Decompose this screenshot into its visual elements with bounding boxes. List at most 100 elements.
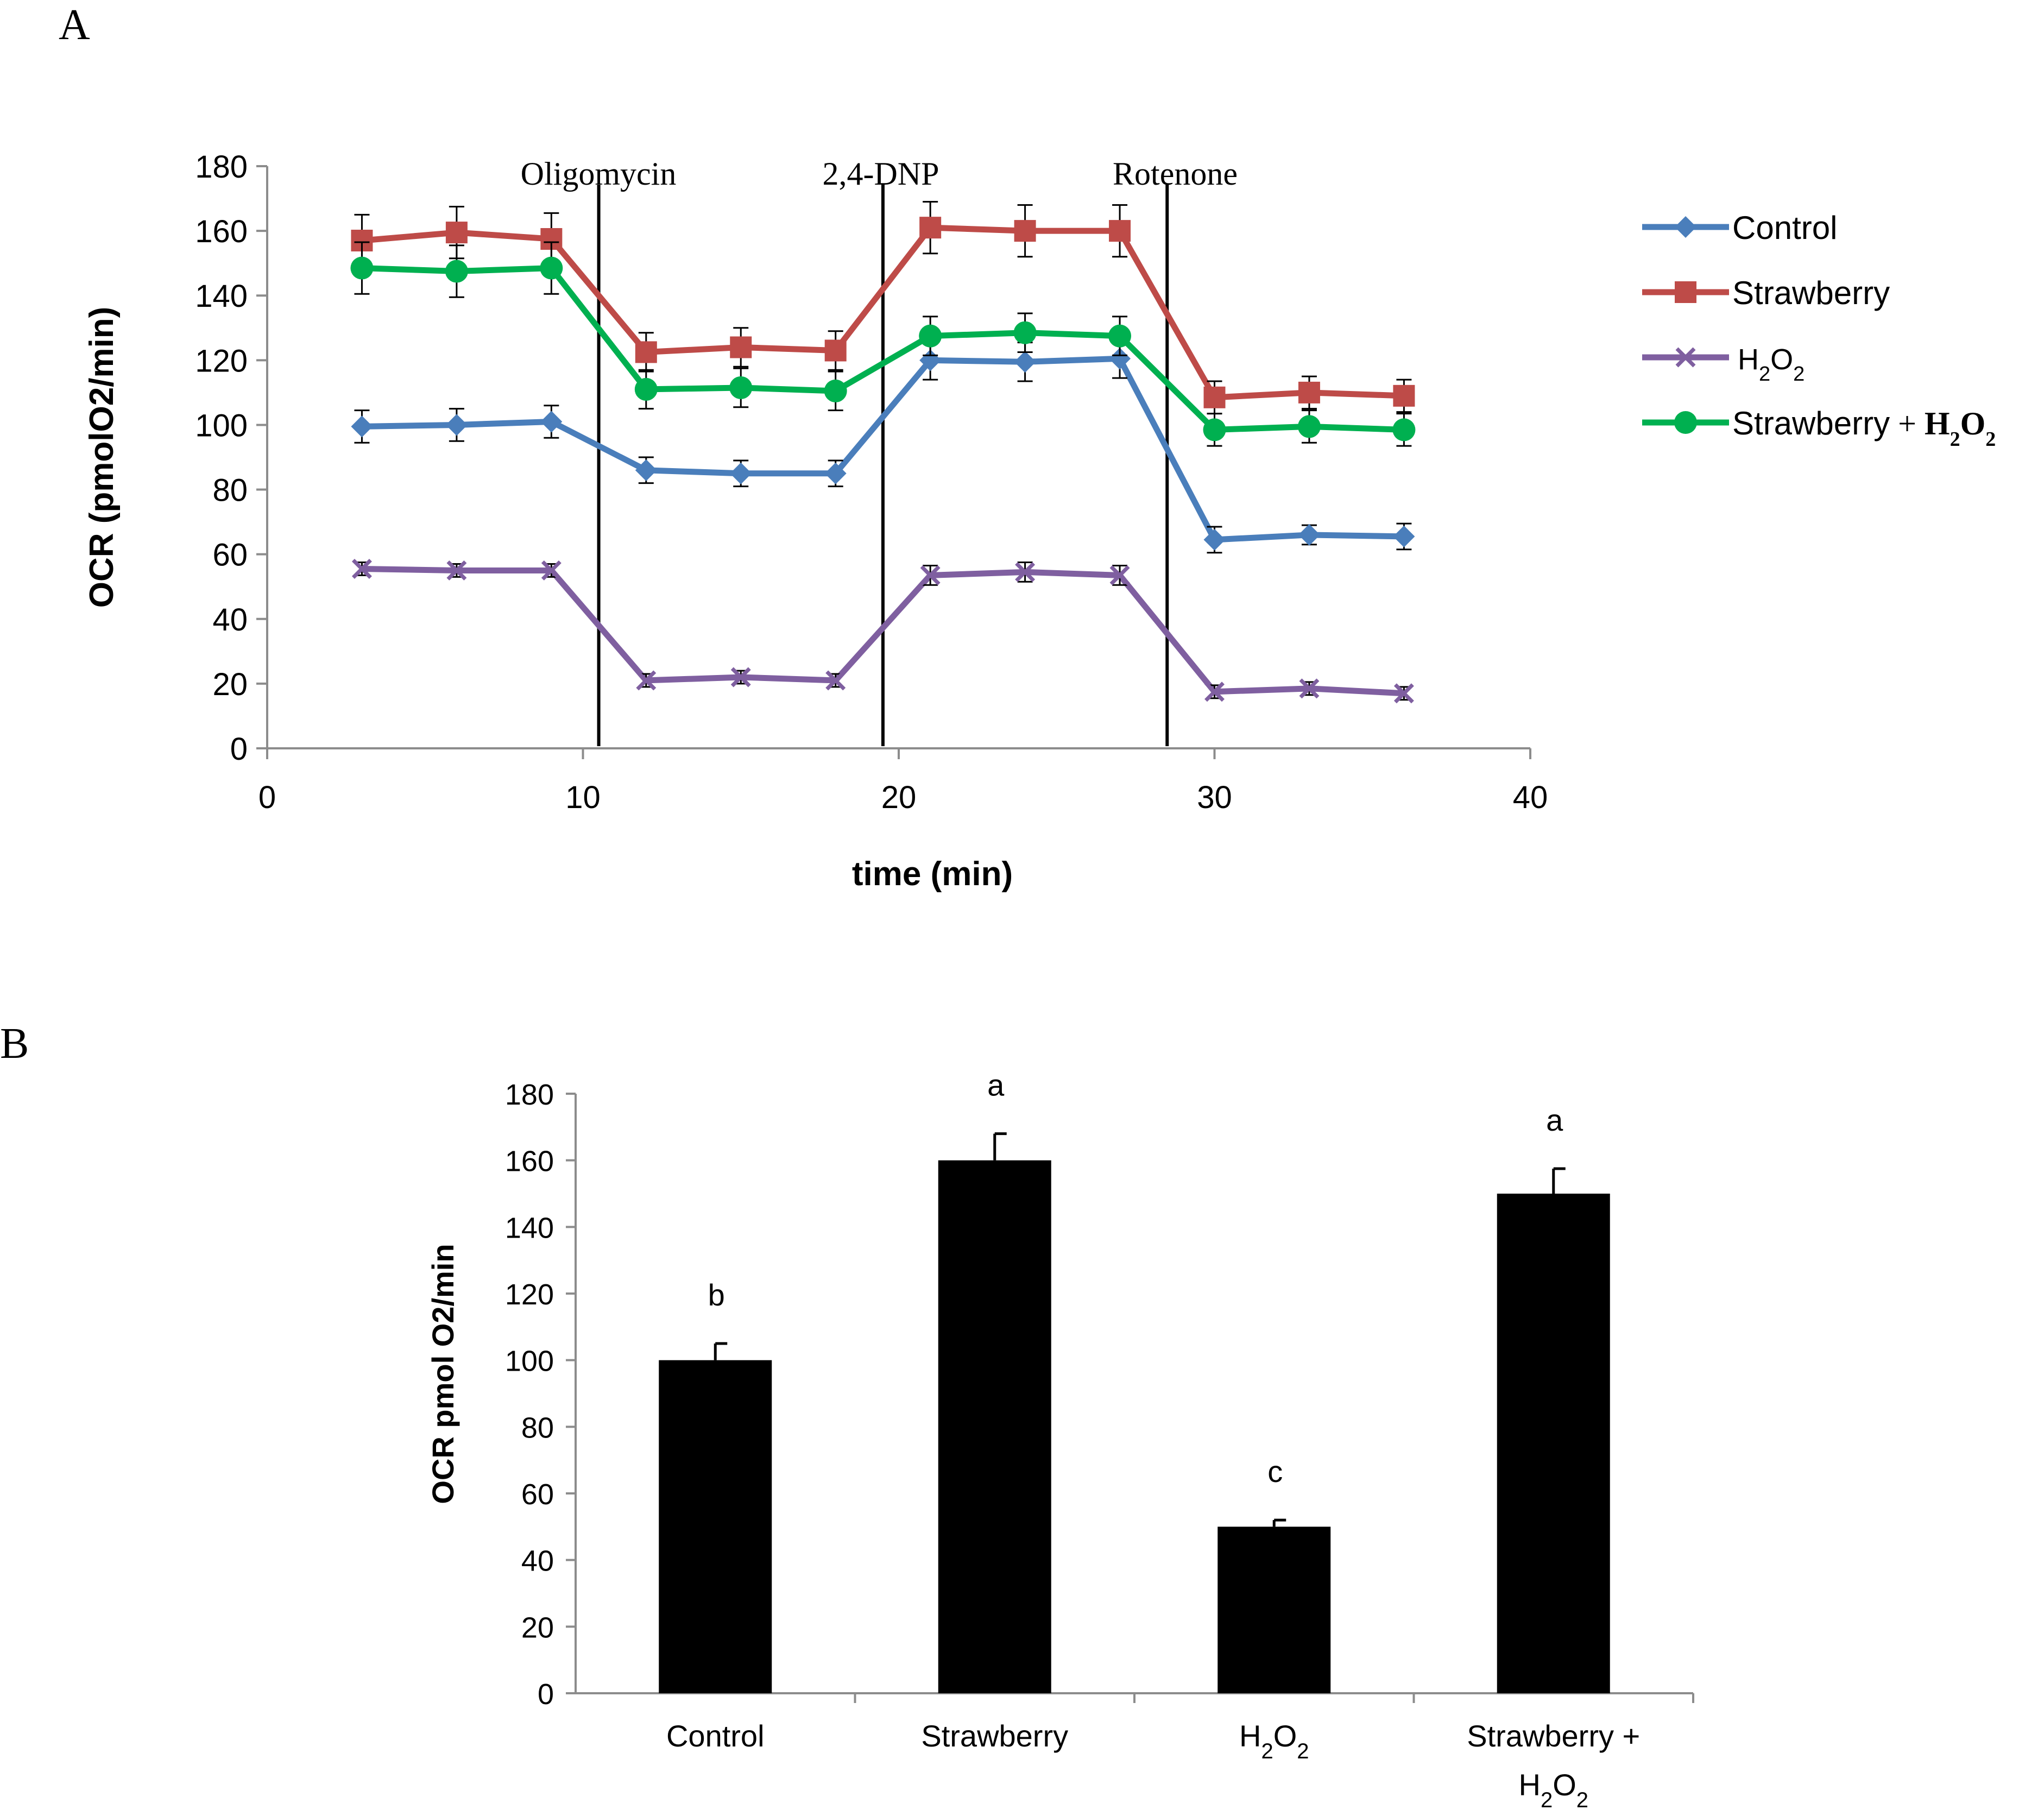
y-tick-label-b: 100 (505, 1345, 554, 1378)
data-point (1393, 384, 1415, 407)
legend-item: Strawberry + H2O2 (1642, 405, 1996, 451)
category-label: Control (666, 1719, 765, 1753)
legend-label: Control (1732, 210, 1837, 246)
data-point (824, 379, 847, 402)
data-point (730, 462, 752, 484)
y-tick-label-b: 120 (505, 1278, 554, 1311)
y-axis-title-b: OCR pmol O2/min (426, 1244, 460, 1504)
category-label-line2: H2O2 (1518, 1768, 1588, 1810)
y-tick-label-b: 60 (521, 1478, 554, 1511)
y-tick-label: 80 (212, 473, 248, 508)
significance-letter: c (1267, 1454, 1283, 1489)
data-point (635, 341, 657, 363)
bar (1217, 1527, 1331, 1693)
data-point (1108, 324, 1132, 348)
y-tick-label: 140 (195, 279, 248, 314)
series-line (362, 565, 1404, 697)
injection-label: Rotenone (1113, 156, 1238, 192)
y-tick-label: 160 (195, 214, 248, 249)
data-point (1015, 562, 1036, 582)
data-point (1392, 418, 1416, 442)
data-point (541, 560, 562, 581)
y-tick-label: 0 (230, 731, 248, 767)
line-chart: 0 20 40 60 80 100 120 140 160 180 0 10 20 30 40 Oligo… (83, 149, 1996, 893)
x-tick-label: 10 (565, 780, 601, 815)
category-label: Strawberry + (1467, 1719, 1640, 1753)
y-tick-label-b: 20 (521, 1611, 554, 1644)
data-point (1109, 565, 1130, 585)
data-point (1393, 525, 1415, 547)
y-tick-label-b: 160 (505, 1145, 554, 1178)
bar (659, 1360, 772, 1693)
data-point (1675, 216, 1696, 238)
y-tick-label: 180 (195, 149, 248, 185)
data-point (1393, 683, 1414, 704)
data-point (1203, 386, 1226, 408)
y-tick-label: 20 (212, 667, 248, 702)
data-point (636, 670, 657, 691)
significance-letter: a (987, 1068, 1005, 1102)
panel-label-a: A (59, 1, 90, 49)
legend: Control Strawberry H2O2 Strawberry + H2O2 (1642, 210, 1996, 451)
data-point (350, 256, 374, 280)
legend-label: Strawberry (1732, 275, 1890, 311)
x-axis-title: time (min) (852, 855, 1013, 893)
data-point (1675, 347, 1696, 368)
y-tick-label-b: 40 (521, 1545, 554, 1578)
significance-letter: a (1546, 1103, 1563, 1137)
data-point (1014, 220, 1036, 242)
injection-label: Oligomycin (521, 156, 677, 192)
data-point (730, 336, 752, 358)
data-point (1298, 524, 1320, 546)
data-point (1297, 415, 1321, 438)
y-tick-label-b: 80 (521, 1411, 554, 1444)
data-point (1203, 418, 1226, 442)
data-point (1298, 381, 1320, 403)
data-point (445, 414, 468, 436)
data-point (1675, 281, 1696, 303)
data-point (351, 415, 373, 438)
y-tick-label: 100 (195, 408, 248, 443)
data-point (1109, 348, 1131, 370)
legend-label: Strawberry + H2O2 (1732, 405, 1996, 451)
data-point (825, 670, 846, 691)
bar (938, 1160, 1051, 1693)
series-line (362, 265, 1404, 433)
y-tick-label-b: 180 (505, 1079, 554, 1111)
y-tick-label-b: 140 (505, 1212, 554, 1244)
category-label: Strawberry (921, 1719, 1068, 1753)
y-tick-label: 60 (212, 538, 248, 573)
data-point (824, 339, 847, 362)
data-point (730, 667, 751, 688)
data-point (634, 377, 658, 401)
series-strawberry-h2o2 (350, 241, 1416, 447)
data-point (446, 560, 467, 581)
data-point (635, 459, 657, 481)
y-axis-title: OCR (pmolO2/min) (83, 307, 121, 608)
series-h2o2 (351, 558, 1414, 704)
data-point (1013, 321, 1037, 344)
data-point (1299, 678, 1320, 699)
data-point (1014, 351, 1036, 373)
data-point (540, 411, 563, 433)
x-tick-label: 30 (1197, 780, 1232, 815)
data-point (1109, 220, 1131, 242)
y-tick-label: 120 (195, 343, 248, 379)
data-point (920, 565, 941, 585)
bar (1497, 1194, 1610, 1693)
injection-label: 2,4-DNP (822, 156, 939, 192)
data-point (445, 260, 468, 283)
data-point (351, 558, 372, 579)
data-point (1204, 682, 1225, 702)
y-tick-label-b: 0 (538, 1678, 554, 1711)
panel-label-b: B (0, 1020, 29, 1068)
bar-chart: 0 20 40 60 80 100 120 140 160 180 b Control a Strawb… (426, 1068, 1694, 1810)
series-control (351, 338, 1415, 554)
x-tick-label: 20 (881, 780, 917, 815)
data-point (445, 222, 468, 244)
category-label: H2O2 (1239, 1719, 1309, 1763)
legend-item: Control (1642, 210, 1837, 246)
data-point (919, 324, 942, 348)
x-tick-label: 0 (258, 780, 276, 815)
